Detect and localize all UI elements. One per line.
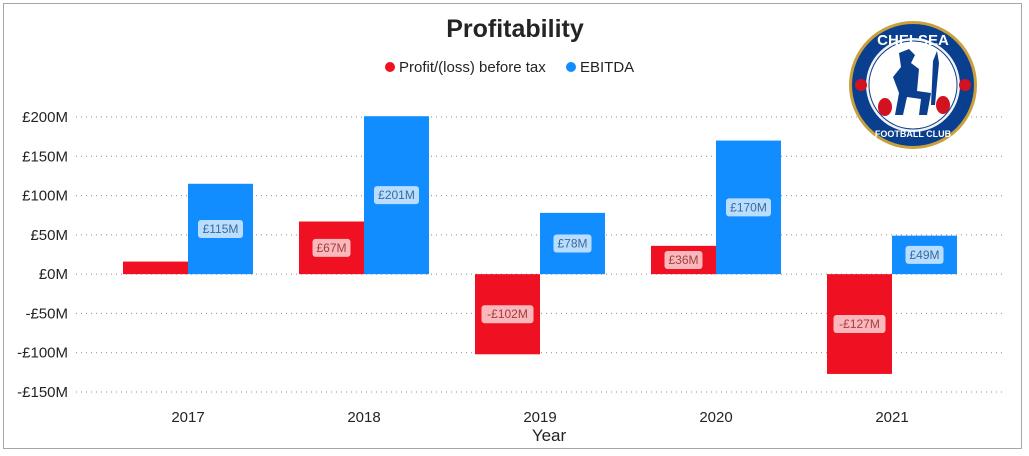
data-label: £78M [557, 237, 587, 251]
x-axis: 2017 2018 2019 2020 2021 [171, 409, 908, 426]
data-label-bg [553, 234, 592, 253]
legend-label-ebitda: EBITDA [580, 59, 634, 76]
data-label: £115M [203, 222, 239, 236]
data-label-bg [664, 251, 703, 269]
logo-top-text: CHELSEA [877, 32, 949, 49]
data-label: £36M [668, 253, 698, 267]
chart-svg: Profitability Profit/(loss) before tax E… [17, 15, 1004, 445]
data-label-bg [905, 245, 944, 264]
data-label: £49M [909, 248, 939, 262]
y-tick-label: £150M [22, 148, 68, 165]
y-tick-label: -£100M [17, 345, 68, 362]
data-label: -£127M [839, 317, 880, 331]
legend: Profit/(loss) before tax EBITDA [385, 59, 634, 76]
legend-marker-ebitda [566, 62, 576, 72]
x-tick-label: 2019 [523, 409, 556, 426]
legend-marker-profit [385, 62, 395, 72]
x-tick-label: 2020 [699, 409, 732, 426]
data-label-bg [374, 186, 419, 205]
data-label-bg [833, 315, 886, 334]
y-tick-label: £200M [22, 109, 68, 126]
bars [123, 116, 957, 374]
data-label-bg [726, 198, 771, 217]
bar-profit [123, 261, 188, 275]
data-label-bg [312, 238, 351, 257]
x-tick-label: 2017 [171, 409, 204, 426]
legend-label-profit: Profit/(loss) before tax [399, 59, 546, 76]
y-axis: £200M £150M £100M £50M £0M -£50M -£100M -£150M [17, 109, 68, 401]
data-label: £67M [316, 241, 346, 255]
y-tick-label: £0M [39, 266, 68, 283]
logo-bottom-text: FOOTBALL CLUB [875, 129, 952, 139]
y-tick-label: -£50M [25, 305, 68, 322]
data-label: £201M [378, 188, 415, 202]
x-tick-label: 2021 [875, 409, 908, 426]
data-label-bg [198, 219, 243, 238]
data-labels: £115M £67M £201M -£102M £78M £36M £170M -£127M £… [198, 186, 944, 334]
chart-frame: Profitability Profit/(loss) before tax E… [3, 3, 1022, 449]
chelsea-logo: CHELSEA FOOTBALL CLUB [849, 21, 977, 149]
data-label-bg [481, 305, 534, 324]
y-tick-label: £50M [30, 227, 68, 244]
data-label: -£102M [487, 307, 528, 321]
data-label: £170M [730, 200, 767, 214]
x-tick-label: 2018 [347, 409, 380, 426]
x-axis-title: Year [532, 426, 567, 445]
y-tick-label: -£150M [17, 384, 68, 401]
y-tick-label: £100M [22, 188, 68, 205]
chart-title: Profitability [446, 15, 584, 43]
